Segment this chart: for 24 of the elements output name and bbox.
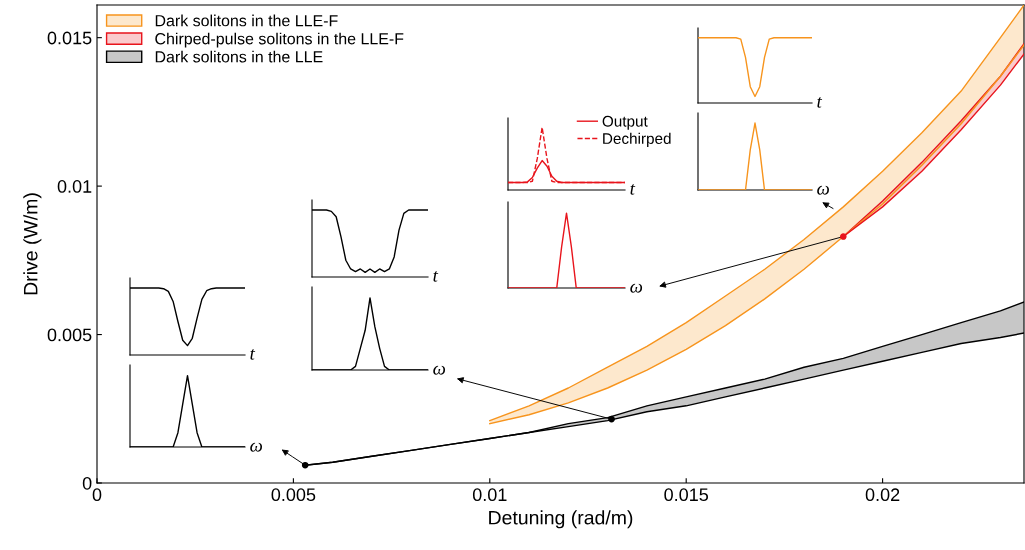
- x-axis-title: ω: [817, 185, 829, 195]
- x-axis-title: ω: [433, 365, 446, 375]
- legend-label: Dark solitons in the LLE: [155, 50, 323, 63]
- x-axis-title: t: [630, 183, 636, 195]
- legend-label: Dark solitons in the LLE-F: [155, 14, 338, 27]
- x-tick-label: 0: [92, 488, 102, 502]
- y-tick-label: 0: [82, 476, 92, 490]
- legend-label: Output: [602, 115, 648, 130]
- x-tick-label: 0.005: [271, 488, 316, 502]
- y-axis-title: Drive (W/m): [23, 193, 42, 295]
- x-tick-label: 0.01: [472, 488, 507, 502]
- x-axis-title: ω: [630, 283, 643, 293]
- legend-label: Chirped-pulse solitons in the LLE-F: [155, 32, 404, 48]
- x-axis-title: ω: [250, 442, 263, 452]
- x-tick-label: 0.015: [664, 488, 709, 502]
- y-tick-label: 0.015: [47, 31, 92, 45]
- x-axis-title: t: [817, 96, 823, 108]
- x-axis-title: Detuning (rad/m): [489, 510, 633, 529]
- legend-label: Dechirped: [603, 132, 671, 148]
- y-tick-label: 0.01: [57, 180, 92, 193]
- y-tick-label: 0.005: [47, 328, 92, 342]
- x-axis-title: t: [433, 270, 439, 282]
- x-tick-label: 0.02: [865, 488, 900, 502]
- x-axis-title: t: [250, 348, 256, 360]
